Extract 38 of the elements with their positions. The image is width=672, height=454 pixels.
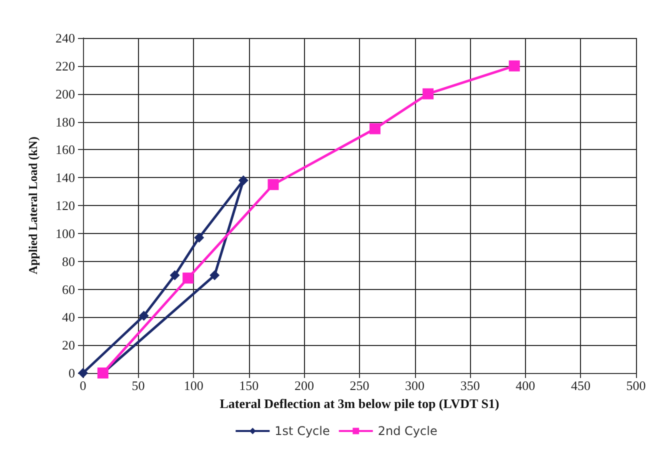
x-tick-label: 500	[626, 378, 646, 393]
x-tick-label: 0	[80, 378, 86, 393]
y-axis-title: Applied Lateral Load (kN)	[26, 136, 40, 274]
point	[170, 270, 180, 280]
y-tick-label: 220	[56, 58, 75, 74]
y-tick-label: 120	[56, 198, 75, 213]
point	[369, 123, 380, 134]
point	[268, 179, 279, 190]
y-tick-label: 40	[62, 310, 75, 325]
point	[138, 310, 149, 321]
x-tick-label: 150	[239, 378, 259, 393]
y-tick-label: 140	[56, 170, 75, 186]
x-tick-label: 450	[570, 378, 590, 393]
point	[508, 60, 520, 72]
legend-label: 1st Cycle	[274, 424, 330, 438]
y-tick-label: 180	[56, 114, 75, 130]
y-tick-label: 100	[56, 226, 75, 241]
point	[422, 88, 434, 100]
point	[210, 270, 220, 280]
y-tick-label: 240	[56, 30, 75, 46]
y-tick-label: 60	[62, 282, 75, 297]
y-tick-label: 80	[62, 254, 75, 269]
x-tick-label: 250	[350, 378, 370, 393]
point	[194, 232, 204, 243]
x-tick-label: 50	[132, 378, 145, 393]
y-tick-label: 160	[56, 142, 75, 158]
point	[182, 272, 194, 284]
y-tick-label: 0	[68, 366, 75, 380]
x-tick-label: 350	[460, 378, 480, 393]
x-tick-label: 200	[294, 378, 314, 393]
x-tick-label: 400	[516, 378, 536, 393]
y-tick-label: 200	[56, 86, 75, 102]
point	[238, 175, 248, 186]
legend-label: 2nd Cycle	[378, 424, 438, 438]
x-tick-label: 100	[184, 378, 204, 393]
x-tick-label: 300	[405, 378, 425, 393]
x-axis-title: Lateral Deflection at 3m below pile top (LVDT S1)	[220, 396, 500, 411]
y-tick-label: 20	[62, 338, 75, 353]
